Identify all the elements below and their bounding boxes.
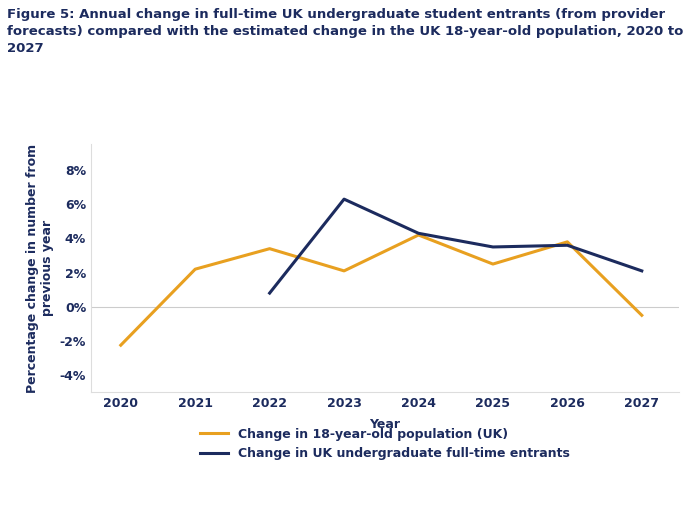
Change in 18-year-old population (UK)	[638, 312, 646, 318]
Line: Change in UK undergraduate full-time entrants: Change in UK undergraduate full-time ent…	[270, 199, 642, 293]
Line: Change in 18-year-old population (UK): Change in 18-year-old population (UK)	[121, 235, 642, 345]
Change in 18-year-old population (UK)	[564, 239, 572, 245]
Change in 18-year-old population (UK)	[340, 268, 349, 274]
Change in UK undergraduate full-time entrants	[265, 290, 274, 296]
Y-axis label: Percentage change in number from
previous year: Percentage change in number from previou…	[26, 144, 54, 393]
Change in 18-year-old population (UK)	[191, 266, 200, 272]
Legend: Change in 18-year-old population (UK), Change in UK undergraduate full-time entr: Change in 18-year-old population (UK), C…	[200, 428, 570, 460]
Change in UK undergraduate full-time entrants	[340, 196, 349, 202]
Change in 18-year-old population (UK)	[117, 342, 125, 348]
Text: Figure 5: Annual change in full-time UK undergraduate student entrants (from pro: Figure 5: Annual change in full-time UK …	[7, 8, 683, 55]
X-axis label: Year: Year	[370, 418, 400, 431]
Change in UK undergraduate full-time entrants	[414, 230, 423, 236]
Change in 18-year-old population (UK)	[489, 261, 497, 267]
Change in UK undergraduate full-time entrants	[564, 242, 572, 248]
Change in 18-year-old population (UK)	[414, 232, 423, 238]
Change in UK undergraduate full-time entrants	[638, 268, 646, 274]
Change in UK undergraduate full-time entrants	[489, 244, 497, 250]
Change in 18-year-old population (UK)	[265, 246, 274, 252]
